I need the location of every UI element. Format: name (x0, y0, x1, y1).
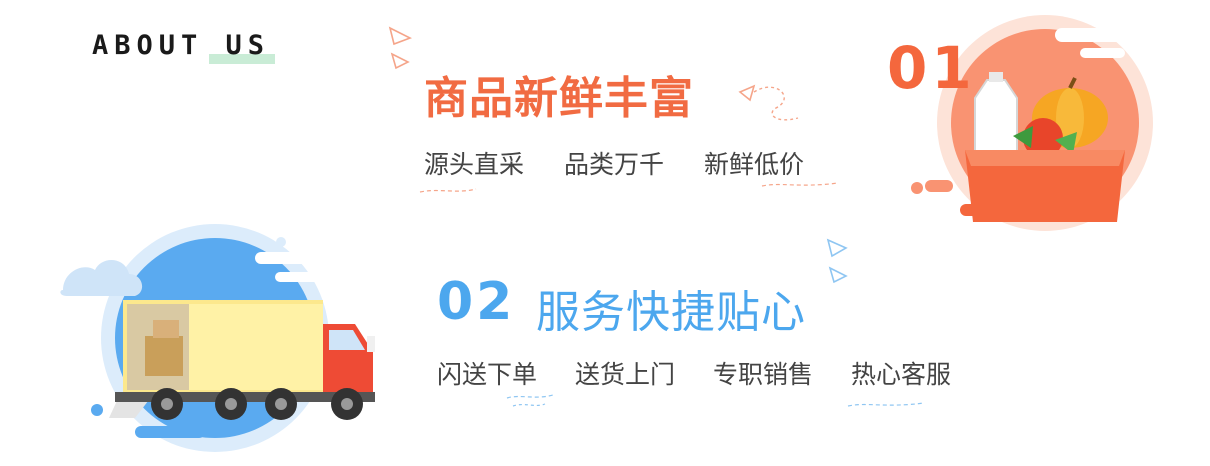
grocery-box-icon (911, 15, 1153, 231)
about-us-heading: ABOUT US (92, 30, 275, 64)
section1-features: 源头直采 品类万千 新鲜低价 (424, 145, 804, 181)
dash-doodle (506, 394, 554, 407)
feature-item: 热心客服 (851, 360, 952, 389)
feature-item: 源头直采 (424, 150, 525, 179)
dash-doodle (761, 182, 839, 187)
feature-item: 送货上门 (575, 360, 676, 389)
section2-number: 02 (437, 272, 516, 332)
paper-plane-doodle (826, 238, 848, 284)
paper-plane-doodle (388, 26, 412, 70)
feature-item: 闪送下单 (437, 360, 538, 389)
about-us-text: ABOUT US (92, 30, 271, 61)
feature-item: 新鲜低价 (704, 150, 805, 179)
swirl-doodle (738, 84, 799, 121)
heading-highlight (209, 54, 275, 64)
dash-doodle (847, 402, 925, 407)
section1-title: 商品新鲜丰富 (424, 73, 694, 124)
delivery-truck-icon (60, 224, 375, 452)
dash-doodle (419, 188, 477, 193)
section2-title: 服务快捷贴心 (536, 287, 806, 338)
feature-item: 专职销售 (713, 360, 814, 389)
feature-item: 品类万千 (564, 150, 665, 179)
section2-features: 闪送下单 送货上门 专职销售 热心客服 (437, 355, 951, 391)
section1-number: 01 (887, 34, 976, 102)
